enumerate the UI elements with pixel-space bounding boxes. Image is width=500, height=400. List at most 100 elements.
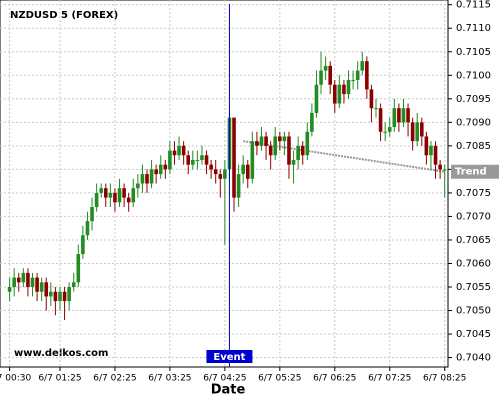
candle-body [360, 61, 365, 71]
candle-body [250, 141, 255, 179]
candle-body [433, 145, 438, 165]
candle-body [268, 145, 273, 156]
candle-body [195, 159, 200, 161]
candle-body [186, 155, 191, 165]
candle-body [131, 188, 136, 203]
candle-body [117, 188, 122, 203]
candle-body [136, 183, 140, 189]
candle-body [397, 108, 401, 123]
y-tick-label: 0.7115 [456, 0, 491, 11]
candle-body [223, 169, 227, 179]
y-tick-label: 0.7100 [456, 70, 491, 81]
candle-body [369, 89, 374, 109]
candle-body [300, 145, 305, 156]
candle-body [67, 287, 71, 302]
plot-area [0, 0, 449, 368]
candle-body [332, 84, 337, 104]
event-label-box [206, 350, 253, 363]
candle-body [429, 145, 433, 156]
candle-body [85, 221, 90, 236]
trend-label: Trend [455, 167, 487, 178]
candle-body [420, 122, 424, 137]
candle-body [58, 291, 62, 302]
candle-body [378, 108, 383, 132]
y-tick-label: 0.7060 [456, 258, 491, 269]
candle-body [337, 84, 342, 104]
candle-body [374, 108, 378, 110]
y-tick-label: 0.7075 [456, 188, 491, 199]
candle-body [103, 188, 108, 198]
x-tick-label: 6/7 00:30 [0, 374, 32, 384]
candle-body [410, 122, 415, 142]
y-tick-label: 0.7105 [456, 47, 491, 58]
candle-body [259, 136, 264, 146]
candle-body [282, 136, 287, 142]
candle-body [149, 169, 154, 184]
candle-body [287, 136, 291, 165]
candle-body [81, 235, 85, 255]
candle-body [140, 174, 145, 184]
candle-body [415, 122, 420, 142]
candle-body [49, 291, 53, 297]
y-tick-label: 0.7110 [456, 23, 491, 34]
y-tick-label: 0.7055 [456, 282, 491, 293]
x-tick-label: 6/7 01:25 [38, 374, 81, 384]
candle-body [218, 174, 223, 179]
candle-body [442, 169, 447, 171]
candle-body [39, 282, 44, 292]
candle-body [392, 108, 397, 128]
candle-body [168, 150, 172, 170]
y-tick-label: 0.7095 [456, 94, 491, 105]
candle-body [387, 127, 392, 132]
candle-body [346, 79, 351, 95]
candle-body [158, 164, 163, 175]
candle-body [113, 192, 117, 203]
candle-body [232, 117, 236, 198]
candle-body [145, 174, 149, 184]
candle-body [53, 291, 58, 302]
candle-body [245, 164, 250, 179]
x-tick-label: 6/7 03:25 [148, 374, 191, 384]
trend-label-box [451, 164, 499, 179]
candle-body [236, 174, 241, 198]
candle-body [264, 136, 268, 146]
candle-body [108, 192, 113, 198]
candle-body [204, 155, 209, 165]
candle-body [209, 164, 213, 170]
candle-body [99, 188, 103, 193]
y-tick-label: 0.7085 [456, 141, 491, 152]
candle-body [177, 145, 181, 156]
candle-body [62, 291, 67, 302]
candle-body [424, 136, 429, 156]
candle-body [365, 61, 369, 90]
candle-body [310, 112, 314, 132]
candle-body [76, 254, 81, 283]
y-tick-label: 0.7045 [456, 329, 491, 340]
candle-body [191, 159, 195, 165]
candle-body [278, 136, 282, 142]
watermark: www.delkos.com [14, 348, 108, 359]
y-tick-label: 0.7065 [456, 235, 491, 246]
candle-body [26, 272, 30, 288]
candle-body [213, 169, 218, 175]
candle-body [44, 282, 49, 297]
x-tick-label: 6/7 05:25 [258, 374, 301, 384]
chart-title: NZDUSD 5 (FOREX) [10, 10, 118, 21]
candle-body [154, 169, 158, 175]
x-tick-label: 6/7 07:25 [368, 374, 411, 384]
x-tick-label: 6/7 04:25 [203, 374, 246, 384]
candle-body [181, 145, 186, 156]
candle-body [241, 164, 245, 175]
y-tick-label: 0.7040 [456, 353, 491, 364]
candle-body [12, 277, 16, 288]
candle-body [323, 65, 328, 71]
x-axis-label: Date [211, 383, 246, 398]
candle-body [355, 70, 360, 80]
x-tick-label: 6/7 08:25 [423, 374, 466, 384]
candle-body [90, 207, 94, 222]
candle-body [21, 272, 26, 283]
event-label: Event [213, 352, 245, 363]
candle-body [314, 84, 319, 113]
candle-body [94, 192, 99, 208]
